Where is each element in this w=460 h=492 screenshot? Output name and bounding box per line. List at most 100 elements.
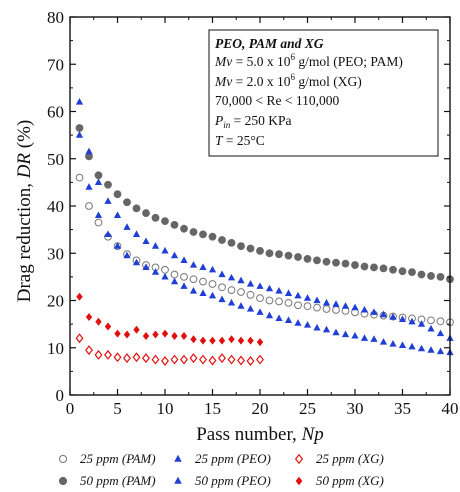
data-point [227,286,236,295]
data-point [142,263,150,271]
data-point [436,317,445,326]
data-point [133,325,140,334]
data-point [227,354,236,365]
data-point [123,223,131,230]
data-point [284,251,293,260]
data-point [199,277,207,286]
x-tick-label: 0 [66,399,75,418]
annotation-line-3: 70,000 < Re < 110,000 [215,93,339,108]
data-point [246,244,255,253]
legend-label: 25 ppm (PAM) [80,451,156,466]
data-point [208,280,217,288]
data-point [256,308,264,315]
data-point [180,272,188,281]
data-point [76,292,83,301]
data-point [142,353,150,364]
data-point [313,303,321,312]
data-point [85,202,93,210]
data-point [94,211,103,219]
data-point [161,329,169,338]
data-point [104,230,112,237]
data-point [322,257,331,266]
data-point [360,262,369,271]
data-point [332,300,340,307]
series-0 [75,173,454,327]
data-point [294,301,302,310]
data-point [417,270,426,279]
data-point [180,331,188,340]
legend-marker [174,454,182,462]
legend-marker [174,476,182,484]
data-point [408,268,416,277]
data-point [94,349,103,360]
annotation-box: PEO, PAM and XG Mv = 5.0 x 106 g/mol (PE… [208,29,439,157]
legend: 25 ppm (PAM) 25 ppm (PEO) 25 ppm (XG) 50 pp… [58,451,384,488]
data-point [75,131,84,138]
data-point [265,284,274,292]
data-point [218,353,226,364]
data-point [379,338,388,345]
data-point [256,294,264,303]
data-point [408,342,416,350]
data-point [190,335,197,344]
legend-label: 50 ppm (XG) [316,473,384,488]
data-point [113,211,122,219]
data-point [256,246,264,255]
data-point [341,302,350,309]
data-point [132,258,141,266]
data-point [294,319,302,326]
y-tick-label: 50 [47,150,64,169]
data-point [370,308,378,315]
data-point [189,261,198,268]
legend-label: 25 ppm (PEO) [195,451,271,466]
data-point [379,264,388,273]
data-point [247,336,254,345]
data-point [75,333,84,344]
data-point [142,331,150,340]
data-point [436,347,445,355]
x-tick-label: 15 [204,399,221,418]
data-point [275,287,283,294]
data-point [123,251,131,259]
data-point [370,263,378,272]
data-point [170,354,179,365]
data-point [123,198,131,207]
data-point [218,270,226,278]
data-point [94,171,103,180]
data-point [427,324,435,332]
y-tick-label: 70 [47,55,64,74]
y-tick-label: 0 [56,386,65,405]
data-point [171,331,178,340]
data-point [180,282,188,289]
data-point [85,183,93,190]
x-tick-label: 10 [157,399,174,418]
legend-label: 50 ppm (PEO) [195,473,271,488]
data-point [313,296,321,304]
data-point [351,331,359,339]
data-point [284,289,293,297]
data-point [152,330,159,339]
annotation-line-2: Mv = 2.0 x 106 g/mol (XG) [214,72,362,89]
data-point [218,283,226,292]
data-point [180,224,188,233]
legend-marker [295,476,303,486]
data-point [113,352,122,363]
data-point [199,336,207,345]
data-point [322,305,331,313]
data-point [114,329,121,338]
legend-marker [58,454,68,464]
data-point [228,335,235,344]
data-point [256,354,264,365]
annotation-title: PEO, PAM and XG [215,36,324,51]
data-point [132,352,141,363]
data-point [256,282,264,289]
data-point [123,330,131,339]
data-point [265,249,274,258]
data-point [123,353,131,364]
data-point [85,313,93,322]
data-point [94,178,103,185]
data-point [227,238,236,247]
data-point [303,294,312,301]
data-point [180,256,188,263]
